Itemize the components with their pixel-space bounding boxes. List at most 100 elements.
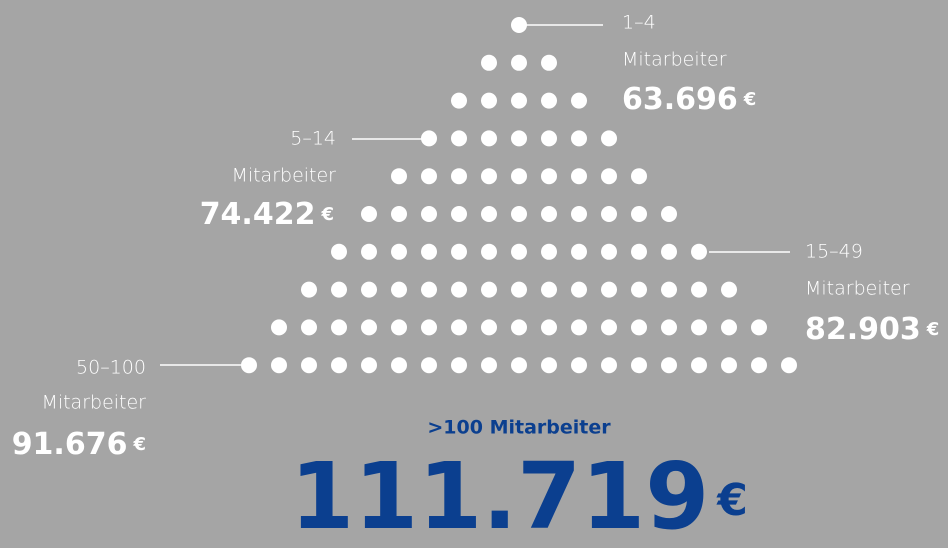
dot xyxy=(601,357,617,374)
dot xyxy=(421,319,437,336)
dot xyxy=(631,357,647,374)
dot xyxy=(301,357,317,374)
dot xyxy=(631,168,647,185)
dot xyxy=(481,92,497,109)
range: 50–100 xyxy=(76,357,146,379)
value: 111.719 xyxy=(290,443,709,548)
dot xyxy=(391,206,407,222)
dot xyxy=(571,357,587,374)
dot xyxy=(481,130,497,147)
dot xyxy=(481,206,497,222)
dot xyxy=(631,243,647,260)
dot xyxy=(601,281,617,298)
currency: € xyxy=(743,89,757,110)
dot xyxy=(541,54,557,71)
unit: Mitarbeiter xyxy=(805,278,910,300)
dot xyxy=(751,357,767,374)
dot xyxy=(481,357,497,374)
dot xyxy=(691,357,707,374)
range: 1–4 xyxy=(622,12,656,34)
dot xyxy=(451,281,467,298)
dot xyxy=(451,92,467,109)
dot xyxy=(541,130,557,147)
dot xyxy=(571,319,587,336)
dot xyxy=(391,168,407,185)
dot xyxy=(541,206,557,222)
unit: Mitarbeiter xyxy=(231,165,336,187)
dot xyxy=(661,281,677,298)
currency: € xyxy=(926,319,940,340)
dot xyxy=(691,319,707,336)
dot-pyramid xyxy=(241,17,797,374)
dot xyxy=(601,168,617,185)
dot xyxy=(661,357,677,374)
dot xyxy=(721,357,737,374)
dot xyxy=(571,206,587,222)
dot xyxy=(331,319,347,336)
dot xyxy=(511,206,527,222)
amount: 91.676 € xyxy=(12,427,146,462)
dot xyxy=(751,319,767,336)
dot xyxy=(631,319,647,336)
dot xyxy=(541,243,557,260)
value: 82.903 xyxy=(805,312,921,347)
dot xyxy=(421,168,437,185)
dot xyxy=(301,319,317,336)
dot xyxy=(391,357,407,374)
dot xyxy=(301,281,317,298)
dot xyxy=(361,281,377,298)
dot xyxy=(541,319,557,336)
currency: € xyxy=(716,475,748,526)
dot xyxy=(361,357,377,374)
dot xyxy=(511,130,527,147)
dot xyxy=(661,243,677,260)
dot xyxy=(511,357,527,374)
dot xyxy=(451,319,467,336)
value: 74.422 xyxy=(200,197,316,232)
dot xyxy=(781,357,797,374)
dot xyxy=(511,243,527,260)
dot xyxy=(691,243,707,260)
dot xyxy=(361,243,377,260)
range: 5–14 xyxy=(290,128,336,150)
dot xyxy=(271,319,287,336)
highlight-label: >100 Mitarbeiter xyxy=(427,417,611,439)
dot xyxy=(601,206,617,222)
dot xyxy=(721,281,737,298)
value: 91.676 xyxy=(12,427,128,462)
dot xyxy=(361,206,377,222)
dot xyxy=(391,243,407,260)
dot xyxy=(541,357,557,374)
dot xyxy=(331,357,347,374)
dot xyxy=(391,319,407,336)
dot xyxy=(451,357,467,374)
dot xyxy=(721,319,737,336)
amount: 82.903 € xyxy=(805,312,939,347)
currency: € xyxy=(132,434,146,455)
dot xyxy=(421,206,437,222)
dot xyxy=(661,206,677,222)
dot xyxy=(421,243,437,260)
dot xyxy=(421,357,437,374)
dot xyxy=(511,92,527,109)
dot xyxy=(601,130,617,147)
amount: 74.422 € xyxy=(200,197,334,232)
dot xyxy=(571,92,587,109)
dot xyxy=(451,168,467,185)
dot xyxy=(601,243,617,260)
dot xyxy=(451,206,467,222)
dot xyxy=(541,168,557,185)
dot xyxy=(631,281,647,298)
dot xyxy=(571,281,587,298)
dot xyxy=(421,281,437,298)
dot xyxy=(451,130,467,147)
dot xyxy=(331,243,347,260)
highlight-amount: 111.719 € xyxy=(290,443,748,548)
dot xyxy=(481,281,497,298)
dot xyxy=(511,54,527,71)
dot xyxy=(511,281,527,298)
dot xyxy=(541,92,557,109)
dot xyxy=(571,130,587,147)
dot xyxy=(511,319,527,336)
dot xyxy=(571,243,587,260)
